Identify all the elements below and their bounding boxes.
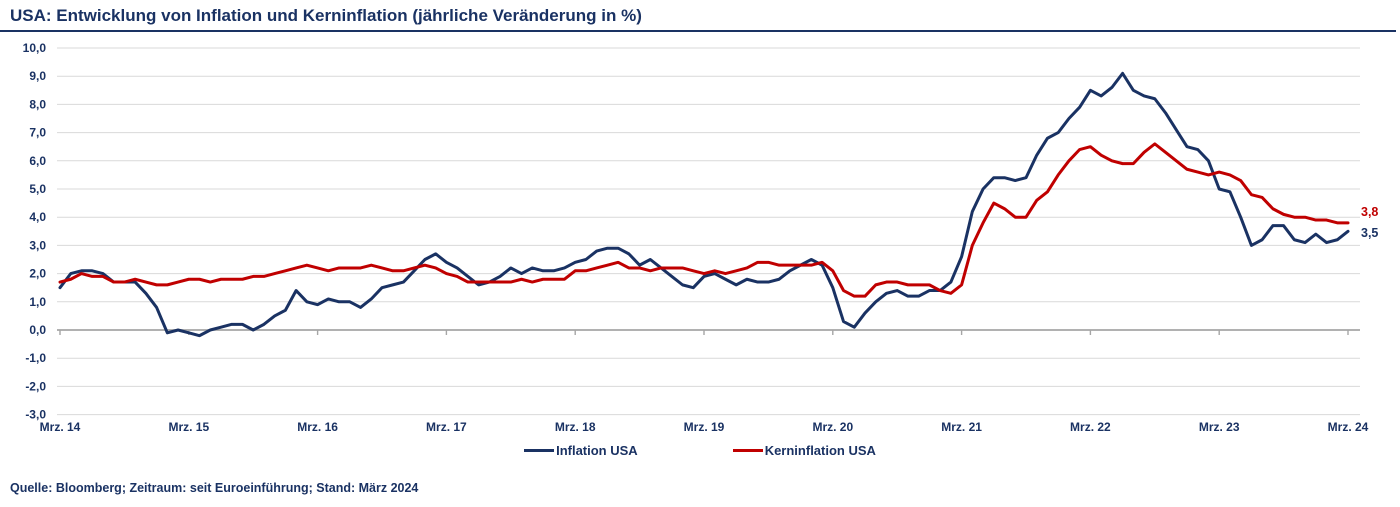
x-tick-label: Mrz. 15 <box>168 420 209 434</box>
y-tick-label: 1,0 <box>29 295 46 309</box>
y-tick-label: -1,0 <box>25 351 46 365</box>
legend-label-inflation: Inflation USA <box>556 443 638 458</box>
x-tick-label: Mrz. 22 <box>1070 420 1111 434</box>
legend-item-inflation: Inflation USA <box>524 443 638 458</box>
y-tick-label: 4,0 <box>29 210 46 224</box>
series-line-inflation-usa <box>58 71 1350 338</box>
x-tick-label: Mrz. 20 <box>812 420 853 434</box>
end-label-kerninflation: 3,8 <box>1361 205 1379 219</box>
x-tick-label: Mrz. 24 <box>1328 420 1369 434</box>
inflation-line-swatch-icon <box>524 449 555 452</box>
x-tick-label: Mrz. 16 <box>297 420 338 434</box>
source-note: Quelle: Bloomberg; Zeitraum: seit Euroei… <box>10 481 419 495</box>
y-tick-label: 9,0 <box>29 69 46 83</box>
chart-title: USA: Entwicklung von Inflation und Kerni… <box>10 6 642 25</box>
title-divider <box>0 30 1396 32</box>
legend-label-kerninflation: Kerninflation USA <box>764 443 876 458</box>
y-tick-label: 6,0 <box>29 154 46 168</box>
x-tick-label: Mrz. 14 <box>40 420 81 434</box>
x-tick-label: Mrz. 21 <box>941 420 982 434</box>
y-tick-label: 3,0 <box>29 238 46 252</box>
y-tick-label: 2,0 <box>29 267 46 281</box>
y-tick-label: -3,0 <box>25 408 46 422</box>
y-tick-label: 5,0 <box>29 182 46 196</box>
legend: Inflation USA Kerninflation USA <box>0 443 1400 458</box>
y-tick-label: 0,0 <box>29 323 46 337</box>
end-label-inflation: 3,5 <box>1361 226 1379 240</box>
x-tick-label: Mrz. 19 <box>684 420 725 434</box>
kerninflation-line-swatch-icon <box>732 449 763 452</box>
x-tick-label: Mrz. 23 <box>1199 420 1240 434</box>
x-tick-label: Mrz. 18 <box>555 420 596 434</box>
y-tick-label: 8,0 <box>29 97 46 111</box>
y-tick-label: 7,0 <box>29 126 46 140</box>
y-tick-label: 10,0 <box>23 41 47 55</box>
x-tick-label: Mrz. 17 <box>426 420 467 434</box>
legend-item-kerninflation: Kerninflation USA <box>732 443 876 458</box>
y-tick-label: -2,0 <box>25 379 46 393</box>
series-line-kerninflation-usa <box>58 142 1350 298</box>
